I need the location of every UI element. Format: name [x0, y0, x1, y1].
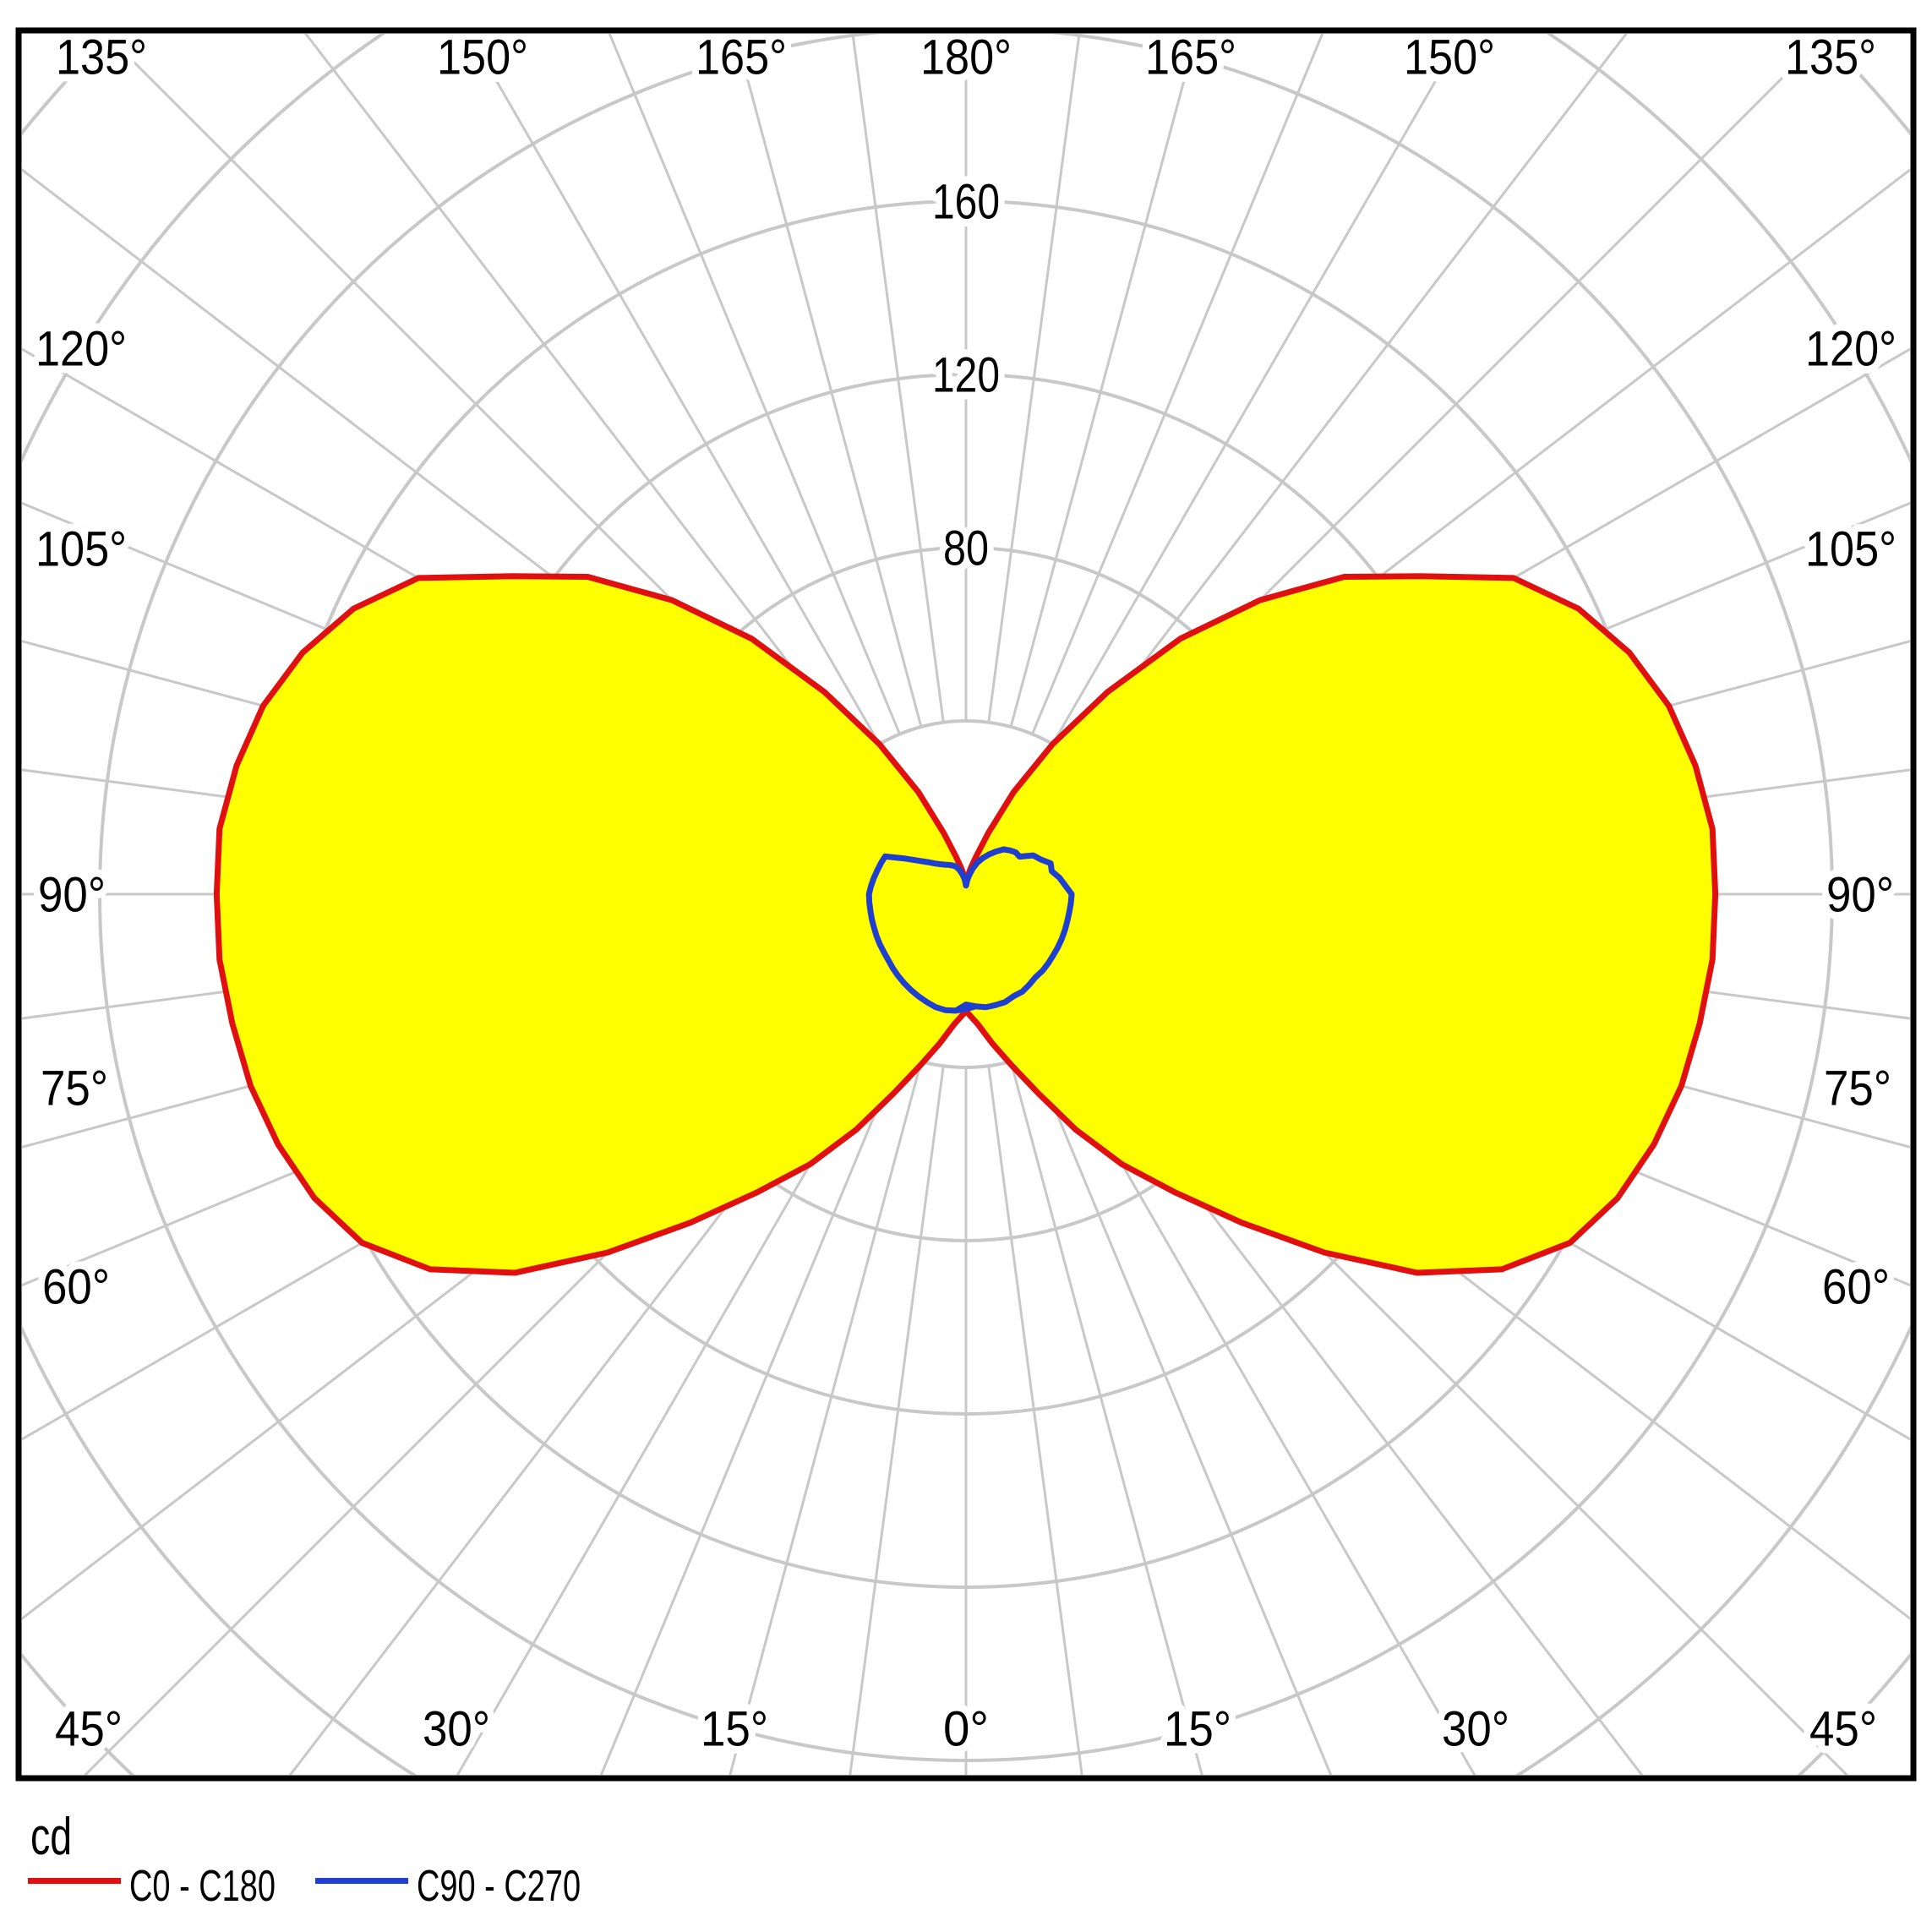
- angle-label: 90°: [1826, 867, 1894, 922]
- angle-label: 45°: [1809, 1701, 1877, 1756]
- grid-ray: [1051, 1043, 1476, 1775]
- grid-ray: [1031, 1053, 1333, 1775]
- angle-label: 0°: [943, 1701, 989, 1756]
- grid-ray: [303, 34, 862, 758]
- curves: [213, 573, 1719, 1276]
- grid-ray: [987, 34, 1081, 723]
- angle-label: 75°: [1824, 1061, 1891, 1116]
- grid-ray: [849, 1066, 945, 1775]
- angle-label: 15°: [701, 1701, 768, 1756]
- plot-frame: [15, 27, 1917, 1782]
- angle-label: 120°: [1805, 321, 1897, 376]
- angle-label: 60°: [42, 1259, 110, 1314]
- c0-c180-curve: [213, 573, 1719, 1276]
- angle-label: 135°: [56, 30, 147, 85]
- angle-label: 150°: [437, 30, 528, 85]
- axis-labels: 135° 150° 165° 180° 165° 150° 135° 120° 105° 90° 7…: [28, 22, 1904, 1764]
- legend-unit-label: cd: [30, 1808, 73, 1866]
- grid-ray: [1031, 34, 1324, 735]
- angle-label: 105°: [35, 521, 127, 576]
- grid-ray: [729, 1061, 923, 1775]
- legend-item-c90-c270: C90 - C270: [417, 1862, 581, 1911]
- grid-ray: [1070, 34, 1629, 758]
- grid-ray: [599, 1053, 901, 1775]
- c0-c180-line-swatch: [28, 1878, 121, 1884]
- legend-item-c0-c180: C0 - C180: [129, 1862, 276, 1911]
- c90-c270-curve: [865, 846, 1075, 1014]
- grid-ray: [467, 34, 881, 745]
- angle-label: 75°: [41, 1061, 108, 1116]
- grid-ray: [1051, 34, 1465, 745]
- grid-ray: [851, 34, 945, 723]
- grid-ray: [987, 1066, 1083, 1775]
- ring-label: 120: [932, 347, 1000, 402]
- ring-label: 80: [943, 521, 989, 576]
- grid-ray: [1009, 1061, 1203, 1775]
- c0-c180-fill: [216, 576, 1716, 1274]
- angle-label: 120°: [35, 321, 127, 376]
- angle-label: 60°: [1822, 1259, 1890, 1314]
- c90-c270-line-swatch: [315, 1878, 408, 1884]
- angle-label: 105°: [1805, 521, 1897, 576]
- angle-label: 30°: [423, 1701, 490, 1756]
- angle-label: 135°: [1785, 30, 1876, 85]
- angle-label: 30°: [1442, 1701, 1509, 1756]
- angle-label: 165°: [696, 30, 787, 85]
- angle-label: 45°: [55, 1701, 123, 1756]
- angle-label: 150°: [1404, 30, 1495, 85]
- grid-ray: [734, 34, 923, 728]
- grid-ray: [456, 1043, 881, 1775]
- angle-label: 165°: [1145, 30, 1236, 85]
- angle-label: 180°: [920, 30, 1012, 85]
- grid-ray: [608, 34, 901, 735]
- angle-label: 90°: [38, 867, 106, 922]
- ring-label: 160: [932, 174, 1000, 229]
- angle-label: 15°: [1164, 1701, 1231, 1756]
- grid-ray: [1009, 34, 1198, 728]
